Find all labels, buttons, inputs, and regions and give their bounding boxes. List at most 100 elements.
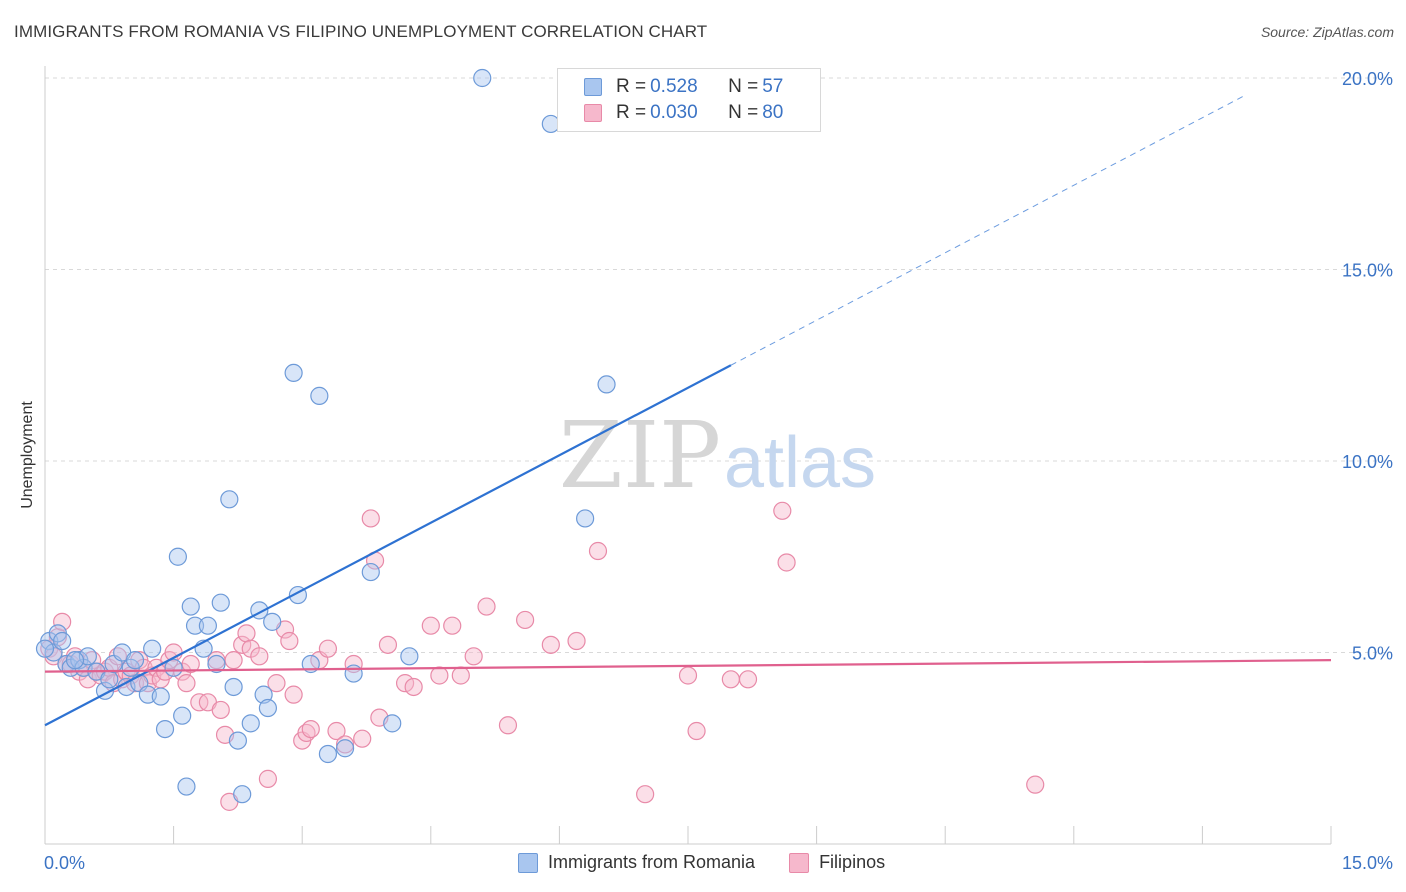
axes	[44, 66, 1332, 845]
data-point	[211, 700, 230, 720]
legend-n-value: 57	[762, 76, 784, 97]
legend-row-romania: R = 0.528 N = 57	[584, 74, 783, 100]
data-point	[335, 739, 355, 758]
data-point	[220, 490, 239, 509]
data-point	[473, 68, 492, 88]
data-point	[310, 386, 329, 405]
data-point	[361, 562, 380, 582]
data-point	[301, 719, 320, 739]
data-point	[443, 616, 462, 635]
data-point	[224, 677, 243, 697]
data-point	[498, 716, 518, 735]
data-point	[421, 616, 440, 635]
data-point	[284, 685, 303, 704]
data-point	[198, 616, 217, 635]
y-axis-title: Unemployment	[19, 401, 36, 509]
data-point	[237, 624, 256, 643]
watermark: ZIP atlas	[559, 402, 876, 509]
series-legend-romania[interactable]: Immigrants from Romania	[518, 852, 755, 873]
x-tick-label-max: 15.0%	[1342, 853, 1393, 873]
data-point	[477, 597, 496, 616]
legend-r-value: 0.528	[650, 76, 698, 97]
grid-lines	[45, 77, 1392, 653]
series-legend: Immigrants from Romania Filipinos	[518, 852, 919, 873]
legend-row-filipinos: R = 0.030 N = 80	[584, 100, 783, 126]
data-point	[181, 654, 200, 674]
data-point	[335, 735, 355, 754]
data-point	[430, 666, 449, 685]
data-point	[35, 639, 55, 658]
data-point	[151, 687, 170, 706]
data-point	[395, 674, 415, 693]
data-point	[65, 651, 85, 670]
data-point	[353, 729, 372, 748]
data-point	[541, 635, 560, 654]
legend-n-value: 80	[762, 102, 784, 123]
data-point	[567, 631, 586, 651]
data-point	[361, 509, 380, 528]
data-point	[464, 647, 483, 666]
trend-line-filipinos	[44, 659, 1332, 673]
data-point	[250, 647, 269, 666]
data-point	[53, 612, 72, 631]
data-point	[344, 664, 363, 683]
data-point	[738, 670, 758, 689]
data-point	[777, 553, 796, 572]
data-point	[177, 674, 196, 693]
data-point	[318, 639, 338, 658]
legend-swatch-blue	[584, 78, 602, 96]
watermark-zip: ZIP	[559, 402, 721, 509]
data-point	[168, 547, 187, 566]
y-tick-label: 10.0%	[1342, 452, 1393, 472]
data-point	[400, 647, 419, 666]
trend-lines	[44, 94, 1332, 727]
data-point	[597, 375, 616, 394]
data-point	[378, 635, 398, 654]
data-point	[177, 777, 196, 796]
data-point	[155, 719, 175, 739]
trend-line-romania	[44, 364, 732, 727]
data-point	[327, 721, 346, 741]
data-point	[280, 631, 299, 651]
data-point	[636, 785, 655, 804]
legend-r-label: R =	[616, 76, 647, 97]
data-point	[1026, 775, 1045, 794]
series-legend-filipinos[interactable]: Filipinos	[789, 852, 885, 873]
data-point	[181, 597, 200, 616]
data-point	[207, 654, 226, 674]
x-tick-label-min: 0.0%	[44, 853, 85, 873]
data-point	[383, 714, 402, 733]
data-point	[404, 677, 423, 697]
series-label-filipinos: Filipinos	[819, 852, 886, 872]
chart-title: IMMIGRANTS FROM ROMANIA VS FILIPINO UNEM…	[14, 22, 708, 41]
y-tick-label: 5.0%	[1352, 644, 1393, 664]
data-point	[576, 509, 595, 528]
data-point	[318, 744, 338, 764]
legend-swatch-pink	[584, 104, 602, 122]
data-point	[125, 651, 145, 670]
data-point	[516, 610, 535, 630]
data-point	[241, 714, 260, 733]
legend-n-label: N =	[728, 76, 759, 97]
series-swatch-pink	[789, 852, 810, 873]
data-point	[721, 670, 740, 689]
data-point	[258, 698, 278, 718]
data-point	[185, 616, 205, 635]
data-point	[451, 666, 470, 685]
source-label: Source: ZipAtlas.com	[1260, 24, 1394, 40]
data-point	[164, 658, 183, 677]
data-point	[143, 639, 162, 658]
data-point	[284, 363, 303, 383]
data-point	[267, 674, 286, 693]
data-point	[773, 501, 792, 520]
tick-labels: 5.0% 10.0% 15.0% 20.0% 0.0% 15.0%	[44, 69, 1393, 873]
y-tick-label: 15.0%	[1342, 261, 1393, 281]
filipinos-points	[40, 501, 1045, 811]
data-point	[263, 612, 282, 631]
legend-r-label: R =	[616, 102, 647, 123]
data-point	[228, 731, 247, 750]
data-point	[687, 721, 706, 741]
correlation-legend: R = 0.528 N = 57 R = 0.030 N = 80	[557, 68, 821, 132]
data-point	[173, 706, 192, 725]
